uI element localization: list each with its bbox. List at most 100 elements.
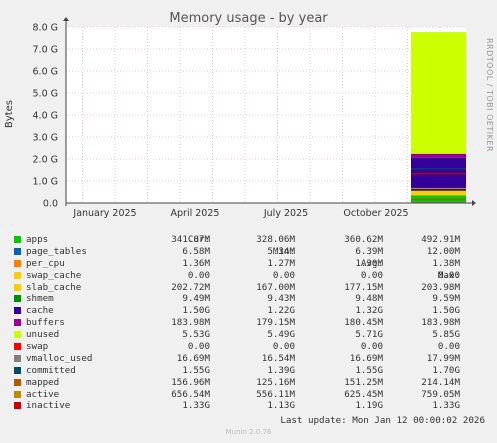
x-tick-label: October 2025	[343, 208, 408, 219]
legend-cur: 16.69M	[176, 352, 210, 364]
legend-min: 1.22G	[267, 305, 295, 317]
legend: Cur: Min: Avg: Max: apps 341.87M 328.06M 36…	[12, 222, 460, 412]
legend-item-buffers: buffers 183.98M 179.15M 180.45M 183.98M	[12, 317, 460, 329]
y-tick-label: 4.0 G	[33, 111, 59, 122]
legend-label: inactive	[26, 400, 71, 412]
legend-label: cache	[26, 305, 54, 317]
x-tick-label: January 2025	[72, 208, 136, 219]
legend-min: 0.00	[272, 269, 295, 281]
legend-item-swap: swap 0.00 0.00 0.00 0.00	[12, 341, 460, 353]
axes: 0.0 1.0 G 2.0 G 3.0 G 4.0 G 5.0 G 6.0 G 7.0 G 8.…	[33, 17, 476, 219]
legend-cur: 341.87M	[171, 234, 210, 245]
legend-cur: 156.96M	[171, 376, 210, 388]
header-cur: Cur:	[187, 233, 210, 245]
legend-avg: 177.15M	[344, 281, 383, 293]
header-max: Max:	[437, 269, 460, 281]
legend-label: unused	[26, 329, 60, 341]
legend-min: 16.54M	[261, 352, 295, 364]
last-update: Last update: Mon Jan 12 00:00:02 2026	[280, 415, 485, 426]
legend-max: 17.99M	[426, 352, 460, 364]
legend-item-slab-cache: slab_cache 202.72M 167.00M 177.15M 203.98M	[12, 282, 460, 294]
legend-avg: 1.30M	[355, 257, 383, 269]
legend-avg: 6.39M	[355, 245, 383, 257]
legend-label: swap	[26, 341, 49, 353]
legend-label: mapped	[26, 376, 60, 388]
legend-swatch	[14, 236, 21, 243]
legend-item-vmalloc-used: vmalloc_used 16.69M 16.54M 16.69M 17.99M	[12, 353, 460, 365]
legend-item-inactive: inactive 1.33G 1.13G 1.19G 1.33G	[12, 400, 460, 412]
legend-label: active	[26, 388, 60, 400]
legend-avg: 180.45M	[344, 317, 383, 329]
legend-label: apps	[26, 234, 49, 245]
y-tick-label: 2.0 G	[33, 155, 59, 166]
legend-avg: 0.00	[360, 269, 383, 281]
legend-label: slab_cache	[26, 281, 82, 293]
chart-title: Memory usage - by year	[169, 11, 328, 26]
legend-cur: 656.54M	[171, 388, 210, 400]
legend-label: per_cpu	[26, 257, 65, 269]
legend-item-committed: committed 1.55G 1.39G 1.55G 1.70G	[12, 365, 460, 377]
legend-avg: 0.00	[360, 341, 383, 353]
legend-header: Cur: Min: Avg: Max:	[12, 222, 460, 281]
legend-avg: 9.48M	[355, 293, 383, 305]
legend-max: 5.85G	[432, 329, 460, 341]
legend-avg: 5.71G	[355, 329, 383, 341]
legend-avg: 1.55G	[355, 364, 383, 376]
legend-item-unused: unused 5.53G 5.49G 5.71G 5.85G	[12, 329, 460, 341]
legend-avg: 151.25M	[344, 376, 383, 388]
grid	[66, 26, 466, 203]
legend-max: 12.00M	[426, 245, 460, 257]
legend-item-swap-cache: swap_cache 0.00 0.00 0.00 0.00	[12, 270, 460, 282]
legend-swatch	[14, 402, 21, 410]
legend-avg: 1.32G	[355, 305, 383, 317]
area-unused	[411, 32, 466, 154]
y-tick-label: 8.0 G	[33, 23, 59, 34]
legend-min: 328.06M	[256, 234, 295, 245]
legend-min: 1.13G	[267, 400, 295, 412]
legend-swatch	[14, 343, 21, 351]
legend-min: 1.27M	[267, 257, 295, 269]
legend-avg: 360.62M	[344, 234, 383, 245]
header-min: Min:	[272, 245, 295, 257]
legend-swatch	[14, 390, 21, 398]
legend-avg: 625.45M	[344, 388, 383, 400]
y-axis-arrow	[63, 17, 69, 21]
legend-min: 0.00	[272, 341, 295, 353]
legend-item-apps: apps 341.87M 328.06M 360.62M 492.91M	[12, 234, 460, 246]
legend-min: 5.34M	[267, 245, 295, 257]
legend-max: 1.50G	[432, 305, 460, 317]
x-axis-arrow	[472, 200, 476, 206]
y-tick-label: 0.0	[43, 199, 58, 210]
y-tick-label: 6.0 G	[33, 67, 59, 78]
legend-item-per-cpu: per_cpu 1.36M 1.27M 1.30M 1.38M	[12, 258, 460, 270]
legend-max: 0.00	[437, 269, 460, 281]
legend-swatch	[14, 378, 21, 386]
legend-cur: 6.58M	[182, 245, 210, 257]
legend-max: 1.38M	[432, 257, 460, 269]
x-tick-label: July 2025	[263, 208, 308, 219]
data-area	[411, 32, 466, 204]
legend-label: committed	[26, 364, 76, 376]
legend-cur: 5.53G	[182, 329, 210, 341]
legend-label: vmalloc_used	[26, 352, 93, 364]
legend-min: 5.49G	[267, 329, 295, 341]
legend-min: 125.16M	[256, 376, 295, 388]
header-avg: Avg:	[360, 257, 383, 269]
legend-swatch	[14, 319, 21, 327]
legend-min: 1.39G	[267, 364, 295, 376]
legend-swatch	[14, 331, 21, 339]
legend-cur: 0.00	[187, 269, 210, 281]
legend-cur: 1.33G	[182, 400, 210, 412]
legend-swatch	[14, 247, 21, 255]
legend-cur: 1.36M	[182, 257, 210, 269]
legend-avg: 1.19G	[355, 400, 383, 412]
y-axis-label: Bytes	[4, 100, 15, 129]
legend-swatch	[14, 307, 21, 315]
legend-max: 759.05M	[421, 388, 460, 400]
legend-item-shmem: shmem 9.49M 9.43M 9.48M 9.59M	[12, 293, 460, 305]
legend-swatch	[14, 354, 21, 362]
x-tick-label: April 2025	[171, 208, 220, 219]
legend-max: 492.91M	[421, 234, 460, 245]
legend-swatch	[14, 259, 21, 267]
